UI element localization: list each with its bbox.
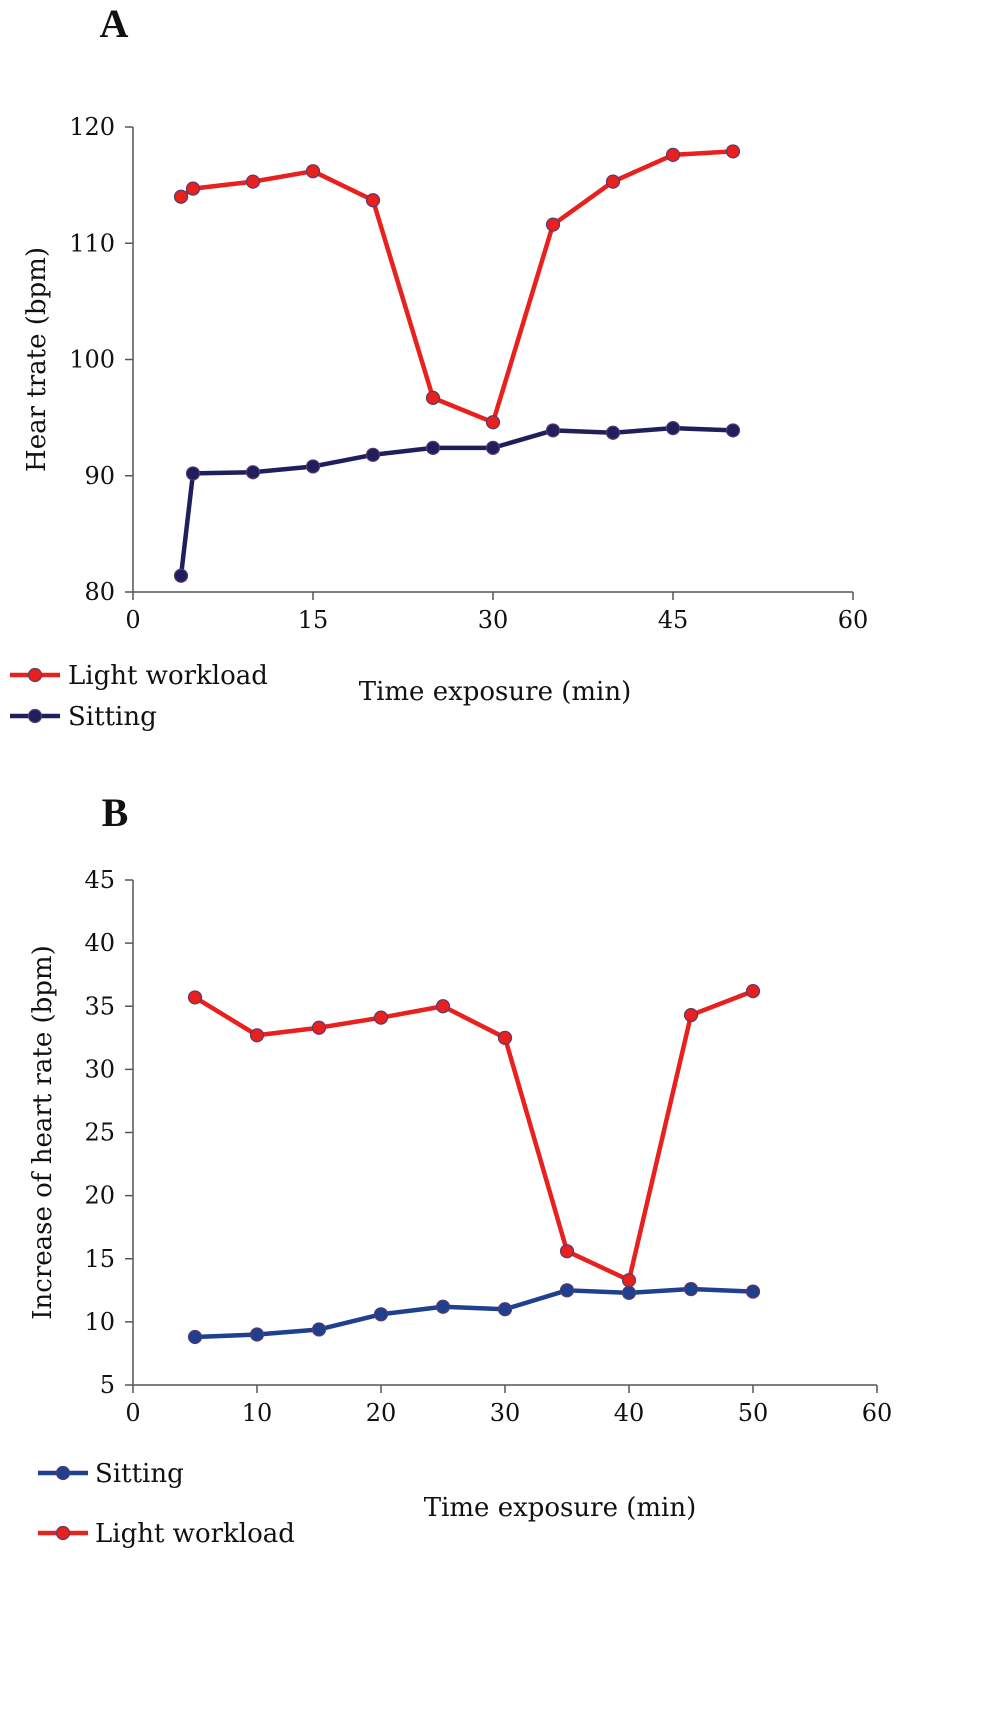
data-point-light-workload [605, 174, 621, 189]
y-tick-label: 90 [84, 462, 115, 490]
x-tick-label: 10 [242, 1399, 273, 1427]
x-tick-label: 60 [862, 1399, 893, 1427]
y-tick-label: 40 [84, 929, 115, 957]
data-point-light-workload [545, 217, 561, 232]
x-tick-label: 50 [738, 1399, 769, 1427]
data-point-sitting [485, 440, 501, 455]
data-point-light-workload [497, 1030, 513, 1045]
series-line-light-workload [178, 149, 736, 425]
data-point-light-workload [173, 189, 189, 204]
y-tick-label: 80 [84, 578, 115, 606]
legend-swatch-marker [55, 1465, 71, 1481]
x-tick-label: 15 [298, 606, 329, 634]
data-point-sitting [559, 1283, 575, 1298]
x-tick-label: 0 [125, 606, 140, 634]
y-axis-title: Increase of heart rate (bpm) [28, 945, 58, 1319]
panel-letter: A [100, 1, 129, 46]
y-axis-title: Hear trate (bpm) [22, 247, 52, 472]
x-tick-label: 45 [658, 606, 689, 634]
data-point-light-workload [425, 390, 441, 405]
data-point-sitting [621, 1285, 637, 1300]
data-point-sitting [187, 1329, 203, 1345]
y-tick-label: 15 [84, 1245, 115, 1273]
panel-letter: B [102, 790, 129, 835]
data-point-sitting [497, 1302, 513, 1317]
data-point-sitting [185, 466, 201, 481]
data-point-sitting [365, 447, 381, 462]
x-axis-title: Time exposure (min) [424, 1493, 696, 1523]
data-point-sitting [305, 459, 321, 474]
data-point-light-workload [185, 181, 201, 196]
data-point-sitting [435, 1299, 451, 1314]
series-line-sitting [178, 425, 736, 578]
y-tick-label: 30 [84, 1055, 115, 1083]
data-point-light-workload [435, 999, 451, 1014]
data-point-light-workload [745, 983, 761, 999]
data-point-sitting [745, 1284, 761, 1299]
y-tick-label: 110 [69, 229, 115, 257]
data-point-sitting [249, 1327, 265, 1342]
data-point-sitting [665, 420, 681, 436]
legend-label: Sitting [95, 1459, 184, 1489]
y-tick-label: 20 [84, 1182, 115, 1210]
legend-swatch-marker [27, 667, 43, 683]
series-line-light-workload [192, 988, 756, 1283]
data-point-light-workload [665, 147, 681, 162]
data-point-light-workload [305, 164, 321, 179]
x-tick-label: 30 [478, 606, 509, 634]
legend-swatch-marker [55, 1525, 71, 1541]
data-point-sitting [311, 1322, 327, 1337]
data-point-light-workload [621, 1273, 637, 1288]
data-point-light-workload [249, 1028, 265, 1043]
data-point-light-workload [365, 193, 381, 208]
legend-item-light-workload: Light workload [38, 1519, 295, 1549]
data-point-sitting [245, 465, 261, 480]
data-point-light-workload [485, 415, 501, 430]
x-axis-title: Time exposure (min) [359, 677, 631, 707]
y-tick-label: 35 [84, 992, 115, 1020]
legend-label: Sitting [68, 702, 157, 732]
data-point-sitting [605, 425, 621, 440]
y-tick-label: 10 [84, 1308, 115, 1336]
data-point-light-workload [559, 1244, 575, 1259]
data-point-sitting [683, 1281, 699, 1297]
legend-swatch-marker [27, 708, 43, 724]
x-tick-label: 40 [614, 1399, 645, 1427]
legend-label: Light workload [95, 1519, 295, 1549]
x-tick-label: 20 [366, 1399, 397, 1427]
data-point-light-workload [683, 1007, 699, 1023]
data-point-sitting [425, 440, 441, 455]
y-tick-label: 5 [100, 1371, 115, 1399]
data-point-light-workload [725, 144, 741, 159]
legend-item-sitting: Sitting [10, 702, 157, 732]
data-point-sitting [725, 423, 741, 438]
legend-item-light-workload: Light workload [10, 661, 268, 691]
chart-panel-b: B 5 10 15 20 25 30 35 40 45 0 10 20 30 40 50 60 Increase … [28, 790, 892, 1549]
data-point-sitting [373, 1307, 389, 1322]
y-tick-label: 120 [69, 113, 115, 141]
x-tick-label: 30 [490, 1399, 521, 1427]
y-tick-label: 25 [84, 1119, 115, 1147]
y-tick-label: 100 [69, 346, 115, 374]
data-point-light-workload [373, 1010, 389, 1025]
x-tick-label: 60 [838, 606, 869, 634]
chart-panel-a: A 80 90 100 110 120 0 15 30 45 60 Hear trate (bpm) T… [10, 1, 868, 732]
data-point-sitting [545, 423, 561, 438]
x-tick-label: 0 [125, 1399, 140, 1427]
y-tick-label: 45 [84, 866, 115, 894]
series-line-sitting [192, 1286, 756, 1340]
data-point-light-workload [187, 990, 203, 1005]
data-point-sitting [173, 568, 189, 583]
legend-item-sitting: Sitting [38, 1459, 184, 1489]
legend-label: Light workload [68, 661, 268, 691]
data-point-light-workload [311, 1020, 327, 1035]
data-point-light-workload [245, 174, 261, 189]
